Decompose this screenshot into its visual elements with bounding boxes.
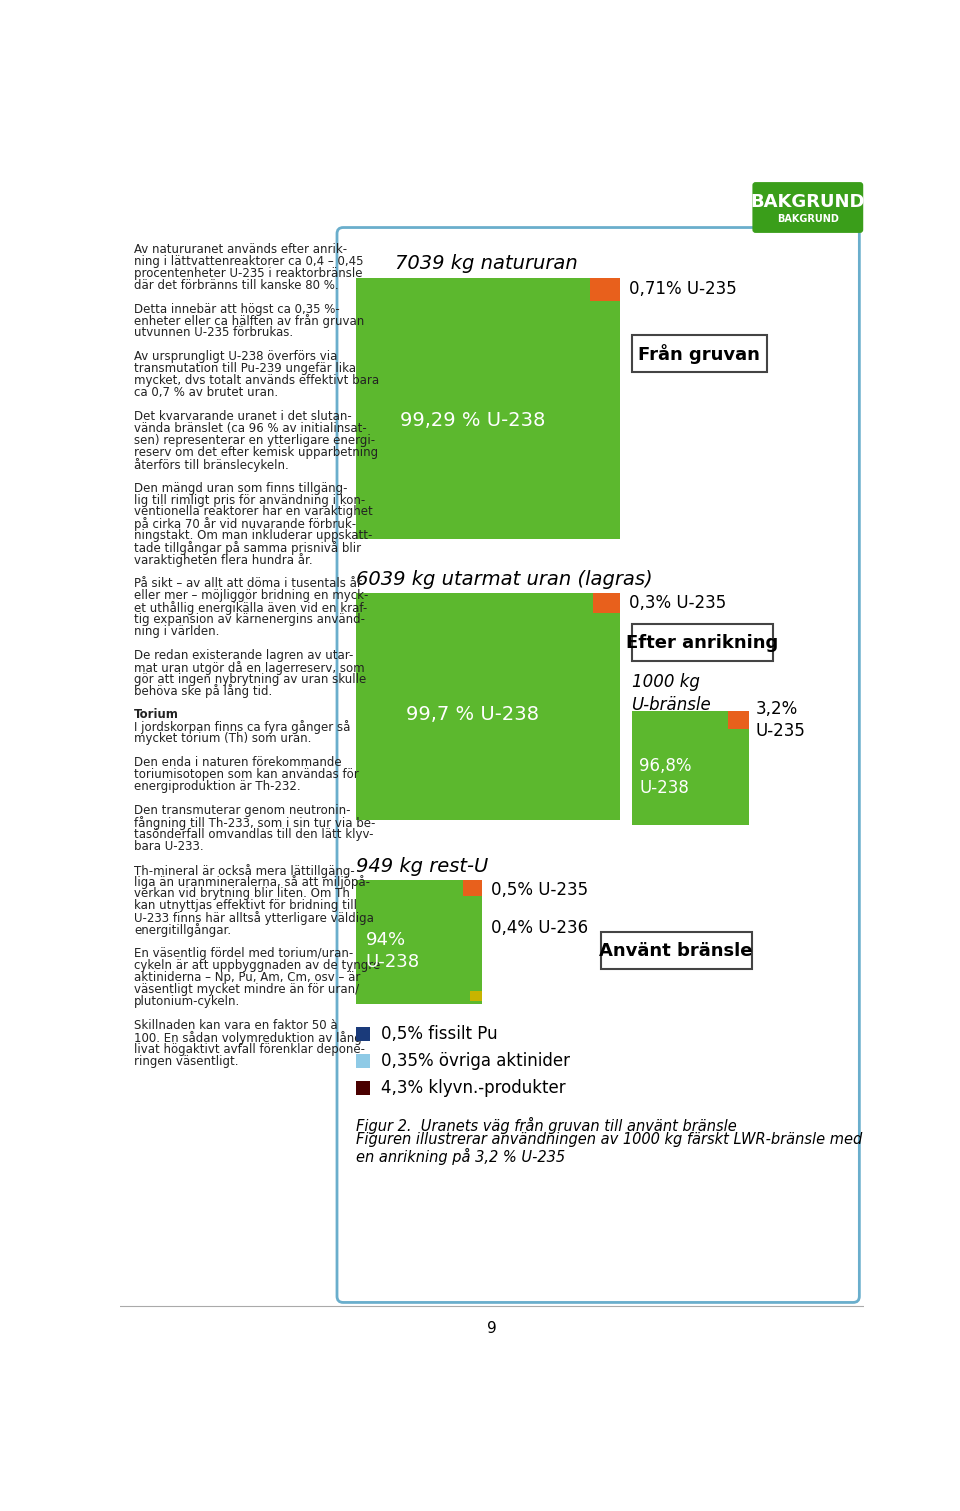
Text: Av ursprungligt U-238 överförs via: Av ursprungligt U-238 överförs via <box>134 351 337 363</box>
FancyBboxPatch shape <box>753 183 863 233</box>
Text: bara U-233.: bara U-233. <box>134 840 204 852</box>
Text: energitillgångar.: energitillgångar. <box>134 923 231 937</box>
Text: fångning till Th-233, som i sin tur via be-: fångning till Th-233, som i sin tur via … <box>134 816 375 830</box>
Text: gör att ingen nybrytning av uran skulle: gör att ingen nybrytning av uran skulle <box>134 672 366 686</box>
Bar <box>632 335 767 372</box>
Text: Torium: Torium <box>134 709 179 721</box>
Text: varaktigheten flera hundra år.: varaktigheten flera hundra år. <box>134 553 313 567</box>
Text: I jordskorpan finns ca fyra gånger så: I jordskorpan finns ca fyra gånger så <box>134 721 350 734</box>
Text: där det förbränns till kanske 80 %.: där det förbränns till kanske 80 %. <box>134 278 339 292</box>
Text: Använt bränsle: Använt bränsle <box>599 941 753 959</box>
Text: 6039 kg utarmat uran (lagras): 6039 kg utarmat uran (lagras) <box>356 570 653 589</box>
Text: Från gruvan: Från gruvan <box>638 345 760 364</box>
Text: Det kvarvarande uranet i det slutan-: Det kvarvarande uranet i det slutan- <box>134 409 351 423</box>
Text: lig till rimligt pris för användning i kon-: lig till rimligt pris för användning i k… <box>134 494 365 506</box>
Text: Efter anrikning: Efter anrikning <box>626 633 779 651</box>
Text: energiproduktion är Th-232.: energiproduktion är Th-232. <box>134 780 300 793</box>
Text: De redan existerande lagren av utar-: De redan existerande lagren av utar- <box>134 648 353 662</box>
Text: 949 kg rest-U: 949 kg rest-U <box>356 857 489 876</box>
Text: ca 0,7 % av brutet uran.: ca 0,7 % av brutet uran. <box>134 387 278 399</box>
Bar <box>356 278 620 539</box>
Text: 99,7 % U-238: 99,7 % U-238 <box>406 706 540 724</box>
Text: mycket, dvs totalt används effektivt bara: mycket, dvs totalt används effektivt bar… <box>134 375 379 387</box>
Text: 4,3% klyvn.-produkter: 4,3% klyvn.-produkter <box>381 1079 565 1097</box>
Text: et uthållig energikälla även vid en kraf-: et uthållig energikälla även vid en kraf… <box>134 601 367 615</box>
Text: BAKGRUND: BAKGRUND <box>751 193 865 212</box>
Text: 94%
U-238: 94% U-238 <box>366 931 420 972</box>
Text: En väsentlig fördel med torium/uran-: En väsentlig fördel med torium/uran- <box>134 947 353 959</box>
Text: behöva ske på lång tid.: behöva ske på lång tid. <box>134 684 273 698</box>
Bar <box>728 712 750 728</box>
Text: kan utnyttjas effektivt för bridning till: kan utnyttjas effektivt för bridning til… <box>134 899 357 913</box>
Text: Figur 2.  Uranets väg från gruvan till använt bränsle: Figur 2. Uranets väg från gruvan till an… <box>356 1117 737 1133</box>
Bar <box>463 881 482 896</box>
Bar <box>592 594 620 613</box>
Text: Th-mineral är också mera lättillgäng-: Th-mineral är också mera lättillgäng- <box>134 864 354 878</box>
Text: Den enda i naturen förekommande: Den enda i naturen förekommande <box>134 756 342 769</box>
Text: reserv om det efter kemisk upparbetning: reserv om det efter kemisk upparbetning <box>134 446 378 459</box>
Text: 0,5% U-235: 0,5% U-235 <box>492 881 588 899</box>
Text: utvunnen U-235 förbrukas.: utvunnen U-235 förbrukas. <box>134 326 293 340</box>
FancyBboxPatch shape <box>337 228 859 1302</box>
Text: ningstakt. Om man inkluderar uppskatt-: ningstakt. Om man inkluderar uppskatt- <box>134 529 372 542</box>
Text: 0,4% U-236: 0,4% U-236 <box>492 919 588 937</box>
Text: 0,71% U-235: 0,71% U-235 <box>629 280 737 298</box>
Bar <box>632 624 773 660</box>
Bar <box>356 1080 371 1094</box>
Text: ning i världen.: ning i världen. <box>134 626 219 638</box>
Text: 0,35% övriga aktinider: 0,35% övriga aktinider <box>381 1052 570 1070</box>
Text: Skillnaden kan vara en faktor 50 à: Skillnaden kan vara en faktor 50 à <box>134 1018 338 1032</box>
Bar <box>356 1053 371 1068</box>
Bar <box>356 594 620 820</box>
Text: eller mer – möjliggör bridning en myck-: eller mer – möjliggör bridning en myck- <box>134 589 369 601</box>
Text: Av natururanet används efter anrik-: Av natururanet används efter anrik- <box>134 243 348 255</box>
Bar <box>356 1027 371 1041</box>
Text: 100. En sådan volymreduktion av lång-: 100. En sådan volymreduktion av lång- <box>134 1031 366 1044</box>
Text: vända bränslet (ca 96 % av initialinsat-: vända bränslet (ca 96 % av initialinsat- <box>134 422 367 435</box>
Text: liga än uranmineralerna, så att miljöpå-: liga än uranmineralerna, så att miljöpå- <box>134 875 370 890</box>
Text: Den transmuterar genom neutronin-: Den transmuterar genom neutronin- <box>134 804 350 817</box>
Bar <box>632 712 750 825</box>
Text: ning i lättvattenreaktorer ca 0,4 – 0,45: ning i lättvattenreaktorer ca 0,4 – 0,45 <box>134 255 364 267</box>
Text: på cirka 70 år vid nuvarande förbruk-: på cirka 70 år vid nuvarande förbruk- <box>134 517 356 532</box>
Text: procentenheter U-235 i reaktorbränsle: procentenheter U-235 i reaktorbränsle <box>134 267 363 280</box>
Text: Detta innebär att högst ca 0,35 %-: Detta innebär att högst ca 0,35 %- <box>134 302 340 316</box>
Text: mat uran utgör då en lagerreserv, som: mat uran utgör då en lagerreserv, som <box>134 660 365 674</box>
Text: U-233 finns här alltså ytterligare väldiga: U-233 finns här alltså ytterligare väldi… <box>134 911 373 925</box>
Text: ventionella reaktorer har en varaktighet: ventionella reaktorer har en varaktighet <box>134 506 372 518</box>
Text: Den mängd uran som finns tillgäng-: Den mängd uran som finns tillgäng- <box>134 482 348 494</box>
Text: transmutation till Pu-239 ungefär lika: transmutation till Pu-239 ungefär lika <box>134 363 356 375</box>
Text: 1000 kg
U-bränsle: 1000 kg U-bränsle <box>632 672 711 715</box>
Text: 96,8%
U-238: 96,8% U-238 <box>639 757 692 798</box>
Text: ringen väsentligt.: ringen väsentligt. <box>134 1055 238 1067</box>
Text: cykeln är att uppbyggnaden av de tyngre: cykeln är att uppbyggnaden av de tyngre <box>134 959 380 972</box>
Text: aktiniderna – Np, Pu, Am, Cm, osv – är: aktiniderna – Np, Pu, Am, Cm, osv – är <box>134 972 360 984</box>
Text: tade tillgångar på samma prisnivå blir: tade tillgångar på samma prisnivå blir <box>134 541 361 555</box>
Text: toriumisotopen som kan användas för: toriumisotopen som kan användas för <box>134 768 359 781</box>
Text: 0,5% fissilt Pu: 0,5% fissilt Pu <box>381 1024 498 1043</box>
Text: 9: 9 <box>487 1321 497 1336</box>
Text: sen) representerar en ytterligare energi-: sen) representerar en ytterligare energi… <box>134 434 375 447</box>
Text: återförs till bränslecykeln.: återförs till bränslecykeln. <box>134 458 289 471</box>
Text: enheter eller ca hälften av från gruvan: enheter eller ca hälften av från gruvan <box>134 314 364 328</box>
Bar <box>356 881 482 1003</box>
Text: livat högaktivt avfall förenklar depone-: livat högaktivt avfall förenklar depone- <box>134 1043 365 1056</box>
Text: mycket torium (Th) som uran.: mycket torium (Th) som uran. <box>134 733 311 745</box>
Text: 0,3% U-235: 0,3% U-235 <box>629 594 727 612</box>
Text: verkan vid brytning blir liten. Om Th: verkan vid brytning blir liten. Om Th <box>134 887 349 901</box>
Text: 99,29 % U-238: 99,29 % U-238 <box>400 411 545 429</box>
Text: plutonium-cykeln.: plutonium-cykeln. <box>134 994 240 1008</box>
Text: tasönderfall omvandlas till den lätt klyv-: tasönderfall omvandlas till den lätt kly… <box>134 828 373 840</box>
Bar <box>590 278 620 301</box>
Bar <box>469 991 482 1002</box>
Text: väsentligt mycket mindre än för uran/: väsentligt mycket mindre än för uran/ <box>134 982 359 996</box>
Bar <box>601 932 752 969</box>
Text: 7039 kg natururan: 7039 kg natururan <box>396 254 578 273</box>
Text: tig expansion av kärnenergins använd-: tig expansion av kärnenergins använd- <box>134 613 365 626</box>
Text: en anrikning på 3,2 % U-235: en anrikning på 3,2 % U-235 <box>356 1148 565 1165</box>
Text: På sikt – av allt att döma i tusentals år: På sikt – av allt att döma i tusentals å… <box>134 577 362 591</box>
Text: Figuren illustrerar användningen av 1000 kg färskt LWR-bränsle med: Figuren illustrerar användningen av 1000… <box>356 1132 863 1147</box>
Text: BAKGRUND: BAKGRUND <box>777 213 839 224</box>
Text: 3,2%
U-235: 3,2% U-235 <box>756 700 805 740</box>
